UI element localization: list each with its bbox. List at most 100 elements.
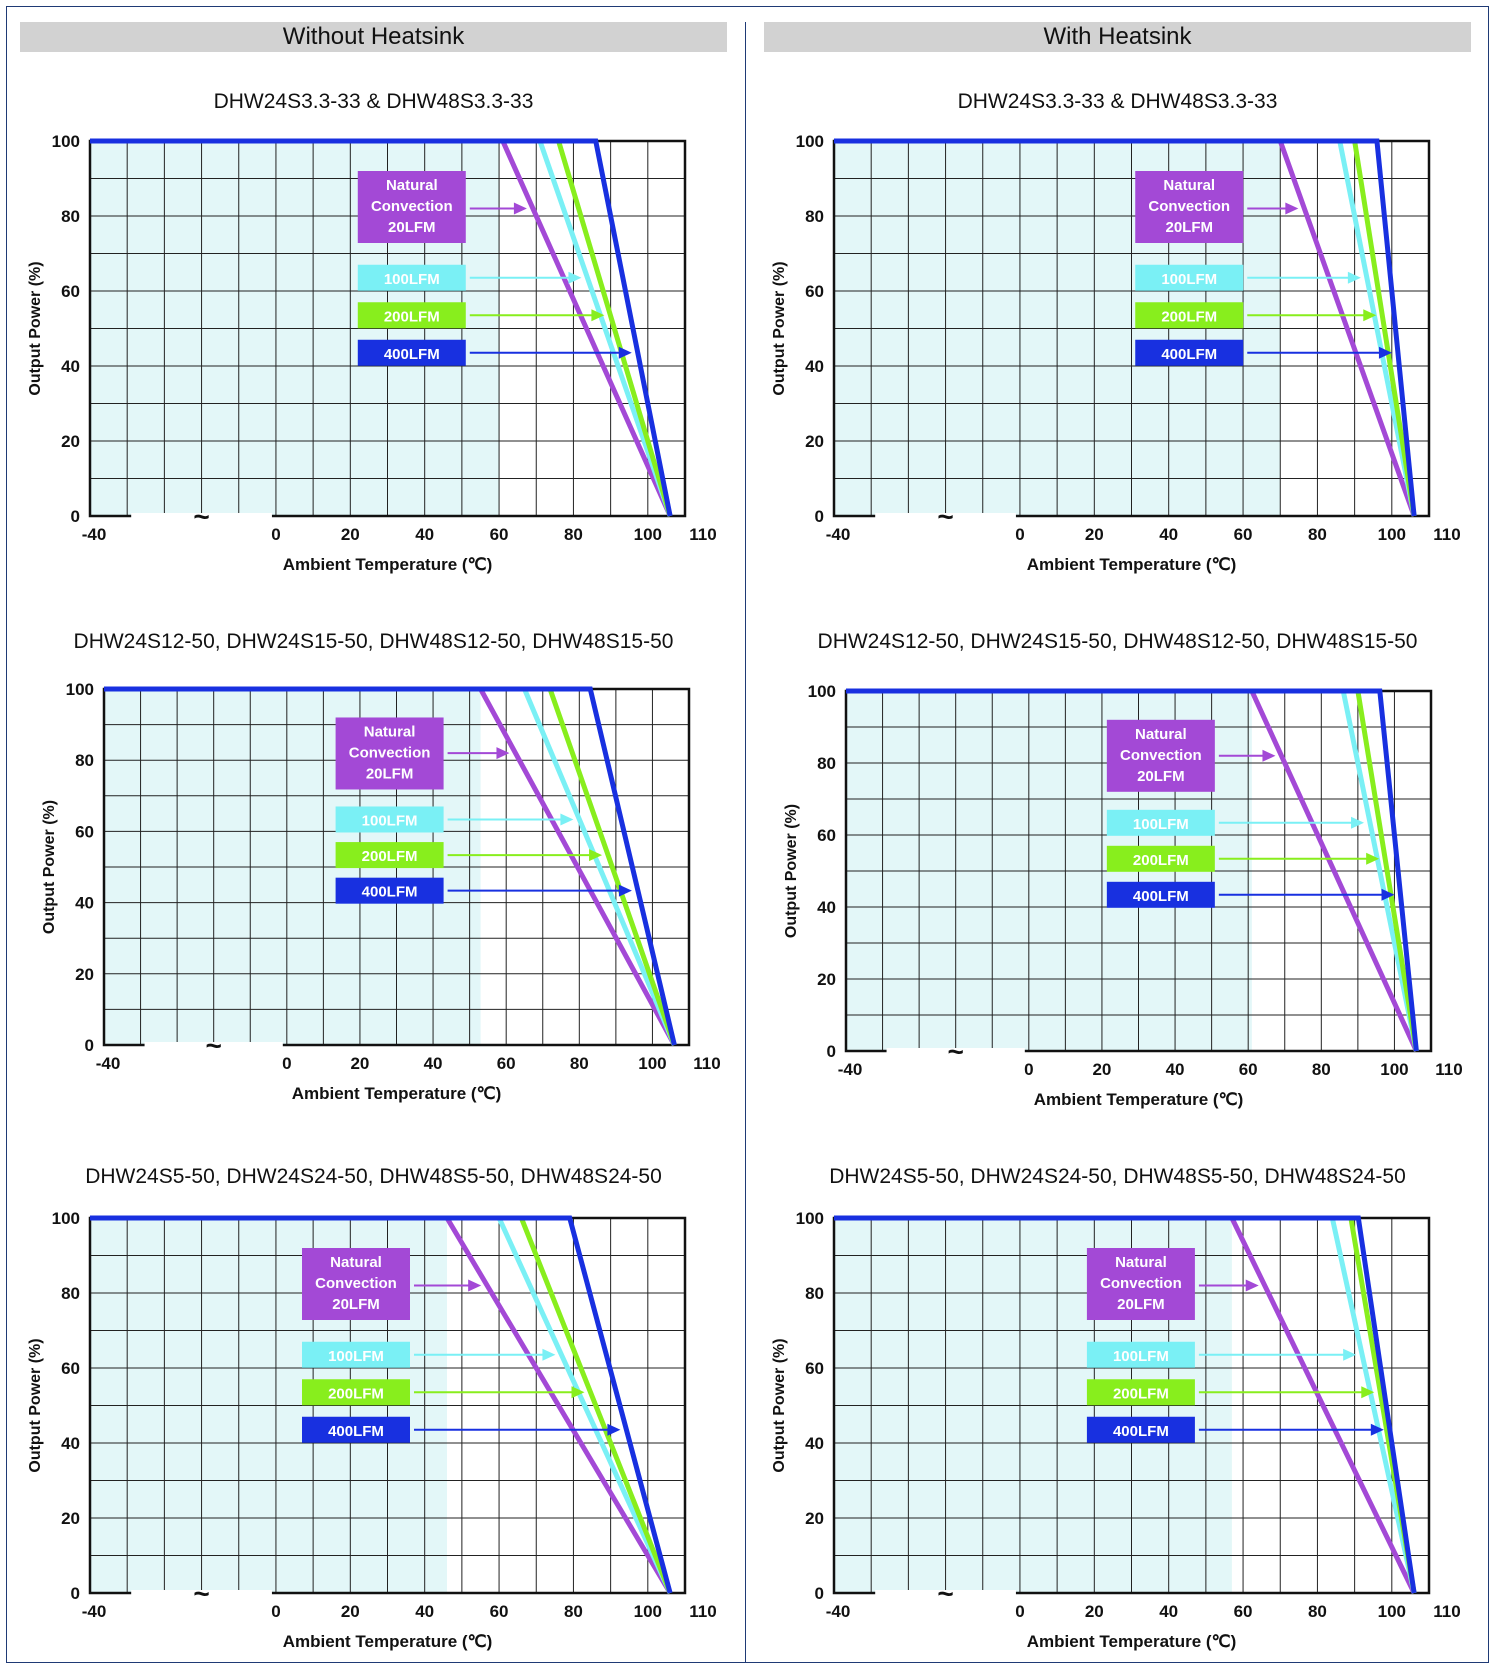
legend-label-lfm200: 200LFM <box>328 1385 384 1402</box>
legend-arrowhead-lfm400 <box>1370 1423 1384 1436</box>
y-tick-label: 40 <box>61 1434 80 1453</box>
y-tick-label: 80 <box>61 1284 80 1303</box>
legend-arrowhead-lfm400 <box>1378 346 1392 359</box>
y-tick-label: 60 <box>61 1359 80 1378</box>
y-tick-label: 100 <box>52 132 80 151</box>
y-axis-label: Output Power (%) <box>783 804 800 938</box>
legend-box-lfm100 <box>302 1341 410 1368</box>
legend-label-lfm200: 200LFM <box>384 308 440 325</box>
legend-box-lfm400 <box>335 877 444 904</box>
legend-box-lfm100 <box>1135 264 1244 291</box>
legend-label-nc: Convection <box>1120 747 1202 764</box>
x-tick-label: 60 <box>490 1602 509 1621</box>
legend-arrowhead-lfm200 <box>571 1386 585 1399</box>
x-tick-label: 40 <box>424 1054 443 1073</box>
axis-break-mark: ~ <box>206 1030 222 1061</box>
legend-box-lfm200 <box>357 302 466 329</box>
y-tick-label: 40 <box>805 357 824 376</box>
x-tick-label: -40 <box>838 1060 863 1079</box>
legend-arrowhead-nc <box>1285 202 1299 215</box>
x-tick-label: 80 <box>1312 1060 1331 1079</box>
x-tick-label: 20 <box>350 1054 369 1073</box>
axis-break-gap <box>131 1590 272 1596</box>
x-tick-label: 110 <box>689 1602 716 1621</box>
y-tick-label: 80 <box>817 754 836 773</box>
legend-box-lfm200 <box>302 1379 410 1406</box>
y-tick-label: 40 <box>817 898 836 917</box>
x-axis-label: Ambient Temperature (℃) <box>1027 1632 1237 1651</box>
legend-label-nc: 20LFM <box>1137 768 1185 785</box>
legend-box-lfm100 <box>1086 1341 1195 1368</box>
legend-label-nc: Natural <box>330 1254 382 1271</box>
y-tick-label: 60 <box>805 282 824 301</box>
x-tick-label: 100 <box>634 1602 662 1621</box>
legend-label-nc: Convection <box>1148 198 1230 215</box>
axis-break-gap <box>886 1048 1025 1054</box>
legend-label-nc: 20LFM <box>388 219 436 236</box>
column-divider <box>745 22 746 1662</box>
x-tick-label: 80 <box>570 1054 589 1073</box>
legend-label-nc: 20LFM <box>366 765 414 782</box>
legend-label-lfm400: 400LFM <box>1161 346 1217 363</box>
legend-arrowhead-lfm400 <box>618 884 632 897</box>
legend-arrowhead-lfm200 <box>589 849 603 862</box>
y-tick-label: 80 <box>805 1284 824 1303</box>
y-tick-label: 20 <box>75 965 94 984</box>
x-tick-label: 0 <box>271 525 280 544</box>
legend-arrowhead-lfm400 <box>1381 888 1395 901</box>
y-tick-label: 0 <box>827 1042 836 1061</box>
axis-break-mark: ~ <box>193 1578 209 1609</box>
x-axis-label: Ambient Temperature (℃) <box>283 1632 493 1651</box>
y-tick-label: 20 <box>61 1509 80 1528</box>
y-tick-label: 100 <box>796 132 824 151</box>
legend-label-nc: Convection <box>349 744 431 761</box>
legend-label-lfm400: 400LFM <box>362 884 418 901</box>
legend-box-lfm100 <box>1106 809 1215 836</box>
legend-label-lfm400: 400LFM <box>1113 1423 1169 1440</box>
legend-box-lfm200 <box>1135 302 1244 329</box>
y-tick-label: 80 <box>805 207 824 226</box>
x-tick-label: 60 <box>1234 1602 1253 1621</box>
x-tick-label: 100 <box>638 1054 666 1073</box>
y-tick-label: 60 <box>75 822 94 841</box>
y-axis-label: Output Power (%) <box>771 1338 788 1472</box>
legend-label-lfm400: 400LFM <box>1133 888 1189 905</box>
axis-break-mark: ~ <box>937 1578 953 1609</box>
axis-break-gap <box>131 513 272 519</box>
legend-arrowhead-lfm200 <box>1363 309 1377 322</box>
y-tick-label: 100 <box>66 680 94 699</box>
x-tick-label: 40 <box>415 1602 434 1621</box>
legend-arrowhead-lfm200 <box>1361 1386 1375 1399</box>
legend-label-lfm100: 100LFM <box>1113 1348 1169 1365</box>
y-tick-label: 100 <box>52 1209 80 1228</box>
legend-arrowhead-lfm100 <box>1343 1348 1357 1361</box>
y-tick-label: 20 <box>805 1509 824 1528</box>
x-tick-label: 40 <box>1159 525 1178 544</box>
y-tick-label: 100 <box>796 1209 824 1228</box>
x-tick-label: 60 <box>497 1054 516 1073</box>
x-axis-label: Ambient Temperature (℃) <box>292 1084 502 1103</box>
x-tick-label: 80 <box>1308 525 1327 544</box>
legend-box-lfm400 <box>357 339 466 366</box>
legend-arrowhead-nc <box>1262 749 1276 762</box>
chart-title-2: DHW24S3.3-33 & DHW48S3.3-33 <box>957 90 1278 113</box>
x-tick-label: 110 <box>1433 1602 1460 1621</box>
legend-label-nc: 20LFM <box>332 1296 380 1313</box>
axis-break-gap <box>875 513 1016 519</box>
x-tick-label: 100 <box>1380 1060 1408 1079</box>
legend-label-nc: Natural <box>1163 177 1215 194</box>
y-axis-label: Output Power (%) <box>27 1338 44 1472</box>
legend-label-nc: 20LFM <box>1117 1296 1165 1313</box>
legend-box-lfm400 <box>1106 881 1215 908</box>
legend-label-lfm200: 200LFM <box>1161 308 1217 325</box>
legend-label-nc: Natural <box>1115 1254 1167 1271</box>
legend-label-lfm400: 400LFM <box>384 346 440 363</box>
x-tick-label: 100 <box>634 525 662 544</box>
x-tick-label: 40 <box>1159 1602 1178 1621</box>
legend-box-lfm200 <box>1086 1379 1195 1406</box>
legend-arrowhead-nc <box>513 202 527 215</box>
x-tick-label: 100 <box>1378 525 1406 544</box>
legend-arrowhead-lfm400 <box>618 346 632 359</box>
